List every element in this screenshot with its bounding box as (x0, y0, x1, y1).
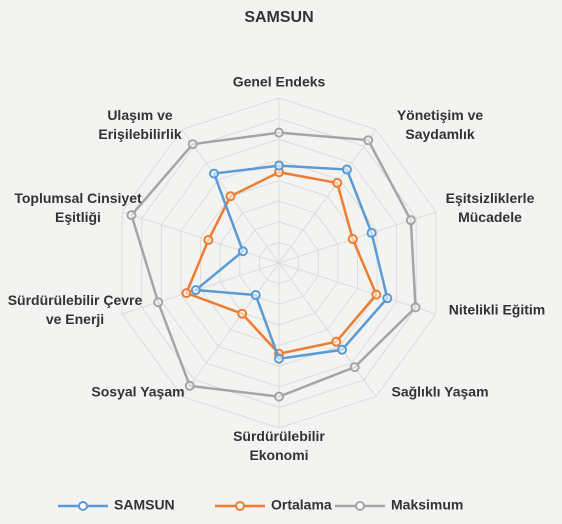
spoke (181, 262, 280, 397)
axis-label: Genel Endeks (232, 73, 326, 90)
axis-label: Nitelikli Eğitim (448, 301, 546, 318)
legend-marker (355, 501, 365, 511)
marker (190, 285, 201, 296)
axis-label: Sosyal Yaşam (91, 383, 185, 400)
axis-label: Sağlıklı Yaşam (391, 383, 489, 400)
spoke (278, 262, 437, 315)
marker (209, 168, 220, 179)
series-line (192, 164, 389, 361)
axis-label: Ulaşım ve Erişilebilirlik (98, 107, 182, 142)
marker (410, 302, 421, 313)
legend-label: Ortalama (271, 497, 332, 513)
marker (341, 164, 352, 175)
marker (187, 139, 198, 150)
marker (337, 344, 348, 355)
marker (225, 191, 236, 202)
marker (274, 391, 284, 402)
marker (382, 293, 393, 304)
axis-label: Sürdürülebilir Ekonomi (233, 428, 325, 463)
marker (274, 127, 284, 138)
marker (237, 308, 248, 319)
marker (331, 336, 342, 347)
spoke (278, 262, 377, 397)
axis-label: Toplumsal Cinsiyet Eşitliği (14, 190, 142, 225)
axis-label: Yönetişim ve Saydamlık (396, 107, 484, 142)
marker (405, 215, 416, 226)
marker (237, 246, 248, 257)
legend-marker (78, 501, 88, 511)
marker (203, 235, 214, 246)
legend-marker (235, 501, 245, 511)
chart-title: SAMSUN (244, 9, 313, 26)
marker (371, 289, 382, 300)
marker (126, 210, 137, 221)
marker (332, 177, 343, 188)
spoke (278, 129, 377, 264)
marker (366, 227, 377, 238)
marker (184, 380, 195, 391)
marker (250, 290, 261, 301)
marker (363, 135, 374, 146)
marker (274, 160, 284, 171)
legend-label: SAMSUN (114, 497, 175, 513)
series-line (184, 170, 378, 356)
marker (274, 353, 284, 364)
marker (153, 297, 164, 308)
axis-label: Sürdürülebilir Çevre ve Enerji (7, 292, 143, 327)
legend-label: Maksimum (391, 497, 463, 513)
marker (347, 234, 358, 245)
marker (181, 288, 192, 299)
marker (349, 362, 360, 373)
axis-label: Eşitsizliklerle Mücadele (445, 190, 535, 225)
spoke (121, 211, 280, 264)
